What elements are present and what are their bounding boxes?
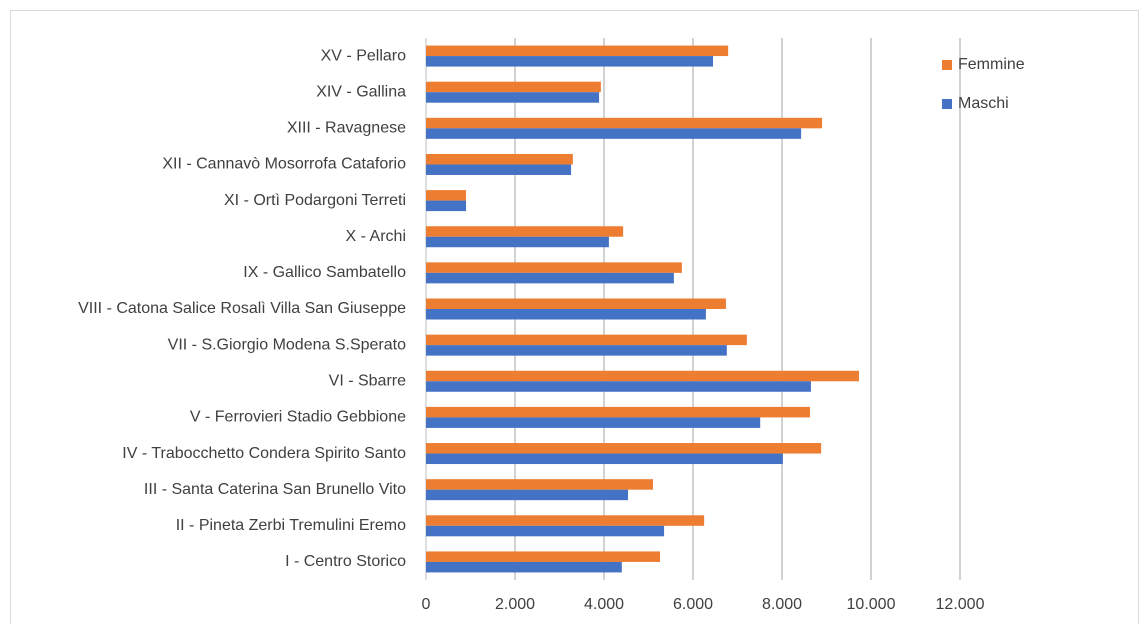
y-tick-label: V - Ferrovieri Stadio Gebbione (190, 409, 406, 426)
bar (426, 551, 661, 562)
y-tick-label: XV - Pellaro (321, 47, 406, 64)
y-tick-label: VIII - Catona Salice Rosalì Villa San Gi… (78, 300, 406, 317)
bar (426, 200, 467, 212)
legend-swatch (942, 60, 952, 70)
bar (426, 479, 653, 490)
bar (426, 56, 714, 67)
bar (426, 92, 600, 103)
legend-swatch (942, 99, 952, 109)
bar (426, 453, 783, 465)
bar (426, 381, 811, 392)
bar (426, 190, 467, 201)
y-tick-label: VI - Sbarre (329, 372, 406, 389)
y-tick-label: IX - Gallico Sambatello (243, 264, 406, 281)
x-tick-label: 2.000 (495, 596, 535, 613)
bar (426, 153, 573, 165)
bar (426, 417, 761, 428)
x-tick-label: 0 (422, 596, 431, 613)
bar (426, 515, 705, 526)
y-tick-label: XI - Ortì Podargoni Terreti (224, 192, 406, 209)
bar (426, 334, 747, 346)
bar (426, 561, 622, 573)
bar (426, 406, 811, 418)
legend-label: Maschi (958, 95, 1009, 112)
y-tick-label: XII - Cannavò Mosorrofa Cataforio (162, 156, 406, 173)
bar (426, 272, 674, 284)
x-tick-label: 10.000 (847, 596, 896, 613)
x-tick-label: 4.000 (584, 596, 624, 613)
y-tick-label: X - Archi (346, 228, 406, 245)
bar (426, 262, 682, 273)
y-tick-label: II - Pineta Zerbi Tremulini Eremo (176, 517, 406, 534)
y-tick-label: VII - S.Giorgio Modena S.Sperato (168, 336, 406, 353)
bar (426, 128, 802, 139)
legend-label: Femmine (958, 56, 1025, 73)
y-tick-label: XIII - Ravagnese (287, 120, 406, 137)
bar (426, 45, 729, 57)
bar (426, 525, 665, 537)
y-tick-label: III - Santa Caterina San Brunello Vito (144, 481, 406, 498)
y-tick-label: I - Centro Storico (285, 553, 406, 570)
bar (426, 489, 629, 501)
bar (426, 226, 624, 237)
bar (426, 309, 706, 320)
bar (426, 298, 726, 309)
y-tick-label: IV - Trabocchetto Condera Spirito Santo (122, 445, 406, 462)
bar (426, 236, 609, 248)
bar (426, 443, 822, 454)
x-tick-label: 12.000 (936, 596, 985, 613)
bar (426, 370, 859, 382)
bar (426, 117, 823, 129)
bar (426, 81, 601, 93)
x-tick-label: 6.000 (673, 596, 713, 613)
bar (426, 345, 727, 356)
x-tick-label: 8.000 (762, 596, 802, 613)
y-tick-label: XIV - Gallina (316, 83, 406, 100)
bar (426, 164, 572, 175)
